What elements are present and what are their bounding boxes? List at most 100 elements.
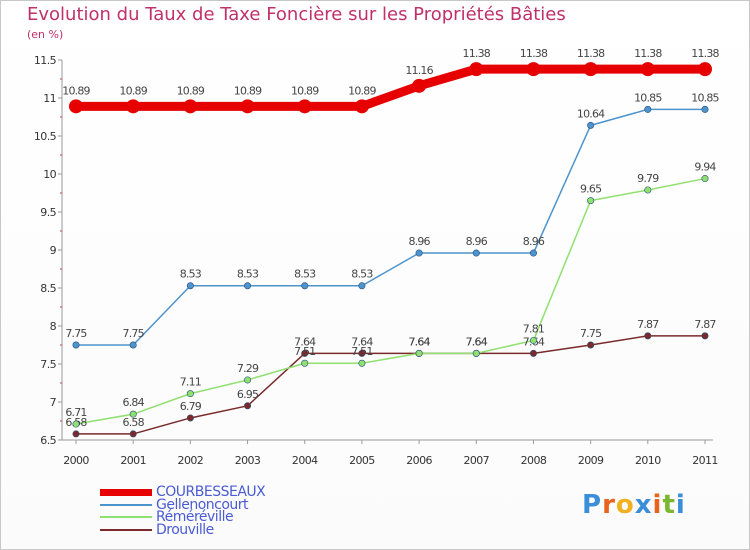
series-line-3 — [75, 335, 706, 435]
x-tick-label: 2001 — [120, 454, 146, 467]
series-3-data-label: 7.87 — [694, 318, 716, 331]
series-2-point — [301, 359, 309, 367]
x-tick-label: 2007 — [463, 454, 489, 467]
x-tick-label: 2010 — [635, 454, 661, 467]
series-0-point — [126, 99, 141, 114]
series-2-data-label: 6.71 — [65, 406, 86, 419]
series-1-data-label: 10.85 — [691, 91, 719, 104]
series-0-point — [240, 99, 255, 114]
series-3-data-label: 6.95 — [237, 388, 259, 401]
legend-swatch — [100, 503, 152, 506]
series-0-point — [412, 78, 427, 93]
series-0-data-label: 11.38 — [634, 47, 662, 60]
series-3-point — [72, 430, 80, 438]
series-0-point — [354, 99, 369, 114]
series-0-data-label: 11.16 — [405, 64, 433, 77]
series-2-point — [129, 410, 137, 418]
series-1-point — [301, 282, 309, 290]
logo-letter: t — [662, 490, 676, 520]
series-2-point — [472, 349, 480, 357]
y-tick-label: 9 — [50, 244, 57, 257]
series-1-point — [244, 282, 252, 290]
logo-letter: i — [652, 490, 663, 520]
series-0-point — [583, 62, 598, 77]
series-2-point — [701, 175, 709, 183]
logo-letter: P — [582, 490, 603, 520]
logo-letter: r — [602, 490, 616, 520]
y-tick-label: 11 — [43, 92, 56, 105]
y-tick-label: 10 — [43, 168, 56, 181]
series-1-point — [358, 282, 366, 290]
series-3-point — [244, 402, 252, 410]
series-0-point — [698, 62, 712, 77]
y-tick-label: 8 — [50, 320, 57, 333]
series-0-data-label: 10.89 — [291, 84, 319, 97]
series-2-data-label: 9.94 — [694, 161, 716, 174]
series-0-data-label: 11.38 — [691, 47, 719, 60]
legend-label: Drouville — [156, 521, 214, 538]
series-2-point — [186, 390, 194, 398]
series-0-data-label: 11.38 — [577, 47, 605, 60]
series-1-data-label: 8.96 — [466, 235, 488, 248]
x-tick-label: 2000 — [63, 454, 89, 467]
legend-label: COURBESSEAUX — [156, 484, 266, 500]
legend-swatch — [100, 516, 152, 518]
series-1-data-label: 10.85 — [634, 91, 662, 104]
series-2-data-label: 7.29 — [237, 362, 259, 375]
series-0-point — [526, 62, 541, 77]
series-1-point — [587, 121, 595, 129]
series-3-point — [358, 349, 366, 357]
series-2-data-label: 7.81 — [523, 322, 544, 335]
series-2-point — [244, 376, 252, 384]
series-0-point — [297, 99, 312, 114]
series-1-data-label: 7.75 — [123, 327, 145, 340]
x-tick-label: 2004 — [292, 454, 318, 467]
series-0-data-label: 10.89 — [119, 84, 147, 97]
series-3-data-label: 7.87 — [637, 318, 659, 331]
series-3-data-label: 7.64 — [408, 335, 430, 348]
series-0-data-label: 11.38 — [463, 47, 491, 60]
series-1-data-label: 8.53 — [351, 268, 373, 281]
series-2-data-label: 9.65 — [580, 183, 602, 196]
series-1-point — [472, 249, 480, 257]
series-0-point — [640, 62, 655, 77]
series-2-data-label: 7.64 — [466, 335, 488, 348]
x-tick-label: 2002 — [178, 454, 204, 467]
series-1-point — [415, 249, 423, 257]
series-1-point — [644, 105, 652, 113]
series-2-point — [529, 336, 537, 344]
series-0-point — [469, 62, 484, 77]
series-line-0 — [71, 64, 710, 111]
series-2-point — [644, 186, 652, 194]
y-tick-label: 6.5 — [40, 434, 56, 447]
x-tick-label: 2009 — [578, 454, 604, 467]
series-3-data-label: 7.64 — [351, 335, 373, 348]
series-3-data-label: 7.64 — [294, 335, 316, 348]
series-0-data-label: 10.89 — [348, 84, 376, 97]
x-tick-label: 2006 — [406, 454, 432, 467]
chart-title: Evolution du Taux de Taxe Foncière sur l… — [27, 4, 566, 25]
series-1-data-label: 7.75 — [65, 327, 87, 340]
series-2-data-label: 7.64 — [408, 335, 430, 348]
series-2-data-label: 7.11 — [180, 376, 201, 389]
series-2-data-label: 6.84 — [123, 396, 145, 409]
series-1-data-label: 8.96 — [408, 235, 430, 248]
logo-letter: o — [615, 490, 635, 520]
series-2-point — [587, 197, 595, 205]
series-1-point — [129, 341, 137, 349]
series-3-data-label: 6.58 — [123, 416, 145, 429]
series-1-data-label: 10.64 — [577, 107, 605, 120]
legend-label: Gellenoncourt — [156, 496, 249, 513]
series-3-point — [529, 349, 537, 357]
series-1-point — [529, 249, 537, 257]
series-1-data-label: 8.96 — [523, 235, 545, 248]
series-2-data-label: 7.51 — [351, 345, 372, 358]
logo-letter: i — [675, 490, 686, 520]
series-3-point — [587, 341, 595, 349]
y-tick-label: 7.5 — [40, 358, 56, 371]
series-3-point — [301, 349, 309, 357]
series-3-point — [129, 430, 137, 438]
series-0-point — [183, 99, 198, 114]
